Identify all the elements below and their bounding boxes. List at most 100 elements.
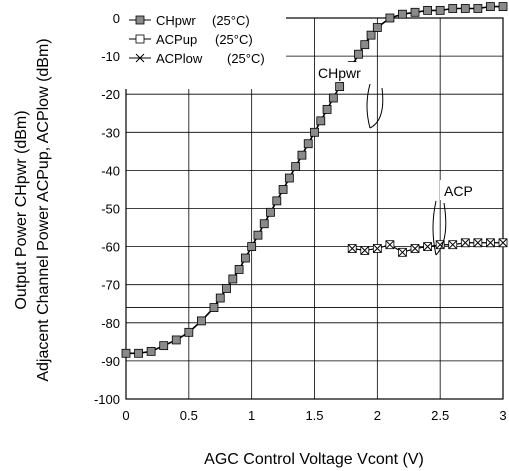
- point-chpwr: [328, 93, 338, 103]
- point-chpwr: [121, 348, 131, 358]
- point-chpwr: [398, 9, 407, 19]
- y-tick-label: -60: [101, 240, 120, 255]
- point-chpwr: [291, 162, 301, 171]
- point-chpwr: [146, 346, 156, 356]
- legend-box: [124, 7, 286, 89]
- point-acplow: [385, 240, 395, 250]
- y-tick-label: 0: [113, 11, 120, 26]
- point-chpwr: [247, 242, 257, 252]
- point-acplow: [360, 246, 370, 255]
- y-axis-title-line1: Output Power CHpwr (dBm): [13, 110, 30, 309]
- point-chpwr: [266, 207, 275, 217]
- point-acplow: [486, 238, 495, 248]
- y-tick-label: -40: [101, 163, 120, 178]
- annotations: CHpwr ACP: [315, 62, 478, 256]
- point-chpwr: [322, 105, 332, 114]
- point-chpwr: [448, 4, 458, 13]
- legend-marker-open-square: [135, 34, 145, 44]
- point-chpwr: [366, 30, 376, 40]
- legend-temp-acpup: (25°C): [215, 32, 253, 47]
- point-chpwr: [316, 116, 326, 126]
- point-chpwr: [410, 7, 420, 17]
- point-acplow: [372, 244, 382, 253]
- legend-temp-chpwr: (25°C): [212, 13, 250, 28]
- point-chpwr: [159, 341, 169, 351]
- point-acplow: [473, 238, 483, 248]
- y-tick-label: -50: [101, 202, 120, 217]
- annotation-chpwr-bracket: [366, 83, 371, 129]
- x-tick-label: 1.5: [305, 408, 323, 423]
- y-tick-labels: 0 -10 -20 -30 -40 -50 -60 -70 -80 -90 -100: [94, 11, 120, 407]
- point-chpwr: [215, 293, 225, 303]
- point-chpwr: [372, 23, 382, 32]
- x-tick-labels: 0 0.5 1 1.5 2 2.5 3: [122, 408, 506, 423]
- x-tick-label: 0: [122, 408, 129, 423]
- y-tick-label: -10: [101, 49, 120, 64]
- point-chpwr: [222, 284, 231, 293]
- point-chpwr: [335, 82, 345, 91]
- y-tick-label: -70: [101, 278, 120, 293]
- legend: CHpwr (25°C) ACPup (25°C) ACPlow (25°C): [124, 7, 286, 89]
- point-chpwr: [228, 274, 238, 284]
- point-chpwr: [240, 253, 250, 263]
- point-chpwr: [234, 265, 244, 274]
- legend-marker-x: [135, 53, 145, 63]
- point-acplow: [460, 238, 470, 248]
- annotation-acp-label: ACP: [444, 183, 473, 199]
- y-axis-title-line2: Adjacent Channel Power ACPup, ACPlow (dB…: [35, 38, 52, 381]
- point-chpwr: [209, 303, 219, 312]
- legend-label-acpup: ACPup: [156, 32, 197, 47]
- plot-border: [125, 17, 504, 400]
- point-chpwr: [171, 335, 181, 345]
- point-chpwr: [196, 316, 206, 326]
- legend-label-acplow: ACPlow: [156, 51, 203, 66]
- point-chpwr: [253, 230, 263, 240]
- point-chpwr: [303, 139, 313, 149]
- y-tick-label: -30: [101, 125, 120, 140]
- legend-entry-chpwr: CHpwr (25°C): [129, 13, 250, 28]
- x-tick-label: 2.5: [431, 408, 449, 423]
- y-tick-label: -80: [101, 316, 120, 331]
- point-chpwr: [473, 4, 483, 13]
- point-acplow: [410, 244, 420, 253]
- point-acplow: [347, 244, 357, 253]
- series-markers: [121, 2, 508, 358]
- point-acplow: [423, 242, 432, 251]
- point-chpwr: [310, 127, 319, 137]
- point-chpwr: [486, 2, 495, 11]
- point-acplow: [498, 238, 508, 248]
- y-tick-label: -20: [101, 87, 120, 102]
- legend-entry-acpup: ACPup (25°C): [129, 32, 253, 47]
- annotation-chpwr-leader: [369, 87, 384, 129]
- x-axis-title: AGC Control Voltage Vcont (V): [204, 451, 424, 468]
- y-tick-label: -90: [101, 354, 120, 369]
- legend-label-chpwr: CHpwr: [156, 13, 196, 28]
- point-chpwr: [278, 185, 288, 194]
- point-chpwr: [284, 173, 294, 183]
- point-chpwr: [297, 150, 307, 160]
- plot-frame: [125, 17, 504, 400]
- point-chpwr: [460, 4, 470, 13]
- x-tick-label: 2: [374, 408, 381, 423]
- annotation-acp-bracket: [432, 200, 437, 256]
- x-tick-label: 1: [248, 408, 255, 423]
- point-chpwr: [272, 196, 282, 206]
- point-chpwr: [360, 40, 370, 50]
- legend-temp-acplow: (25°C): [227, 51, 265, 66]
- point-chpwr: [423, 5, 433, 15]
- point-acplow: [448, 240, 458, 250]
- x-tick-label: 3: [499, 408, 506, 423]
- point-chpwr: [134, 348, 143, 358]
- legend-marker-filled-square: [135, 15, 145, 25]
- point-chpwr: [184, 327, 194, 337]
- point-chpwr: [385, 13, 395, 23]
- annotation-acp-leader: [435, 202, 447, 256]
- point-chpwr: [435, 5, 445, 15]
- legend-entry-acplow: ACPlow (25°C): [129, 51, 265, 66]
- annotation-chpwr-label: CHpwr: [318, 65, 361, 81]
- x-tick-label: 0.5: [180, 408, 198, 423]
- point-acplow: [398, 247, 407, 257]
- y-tick-label: -100: [94, 392, 120, 407]
- point-chpwr: [498, 2, 508, 11]
